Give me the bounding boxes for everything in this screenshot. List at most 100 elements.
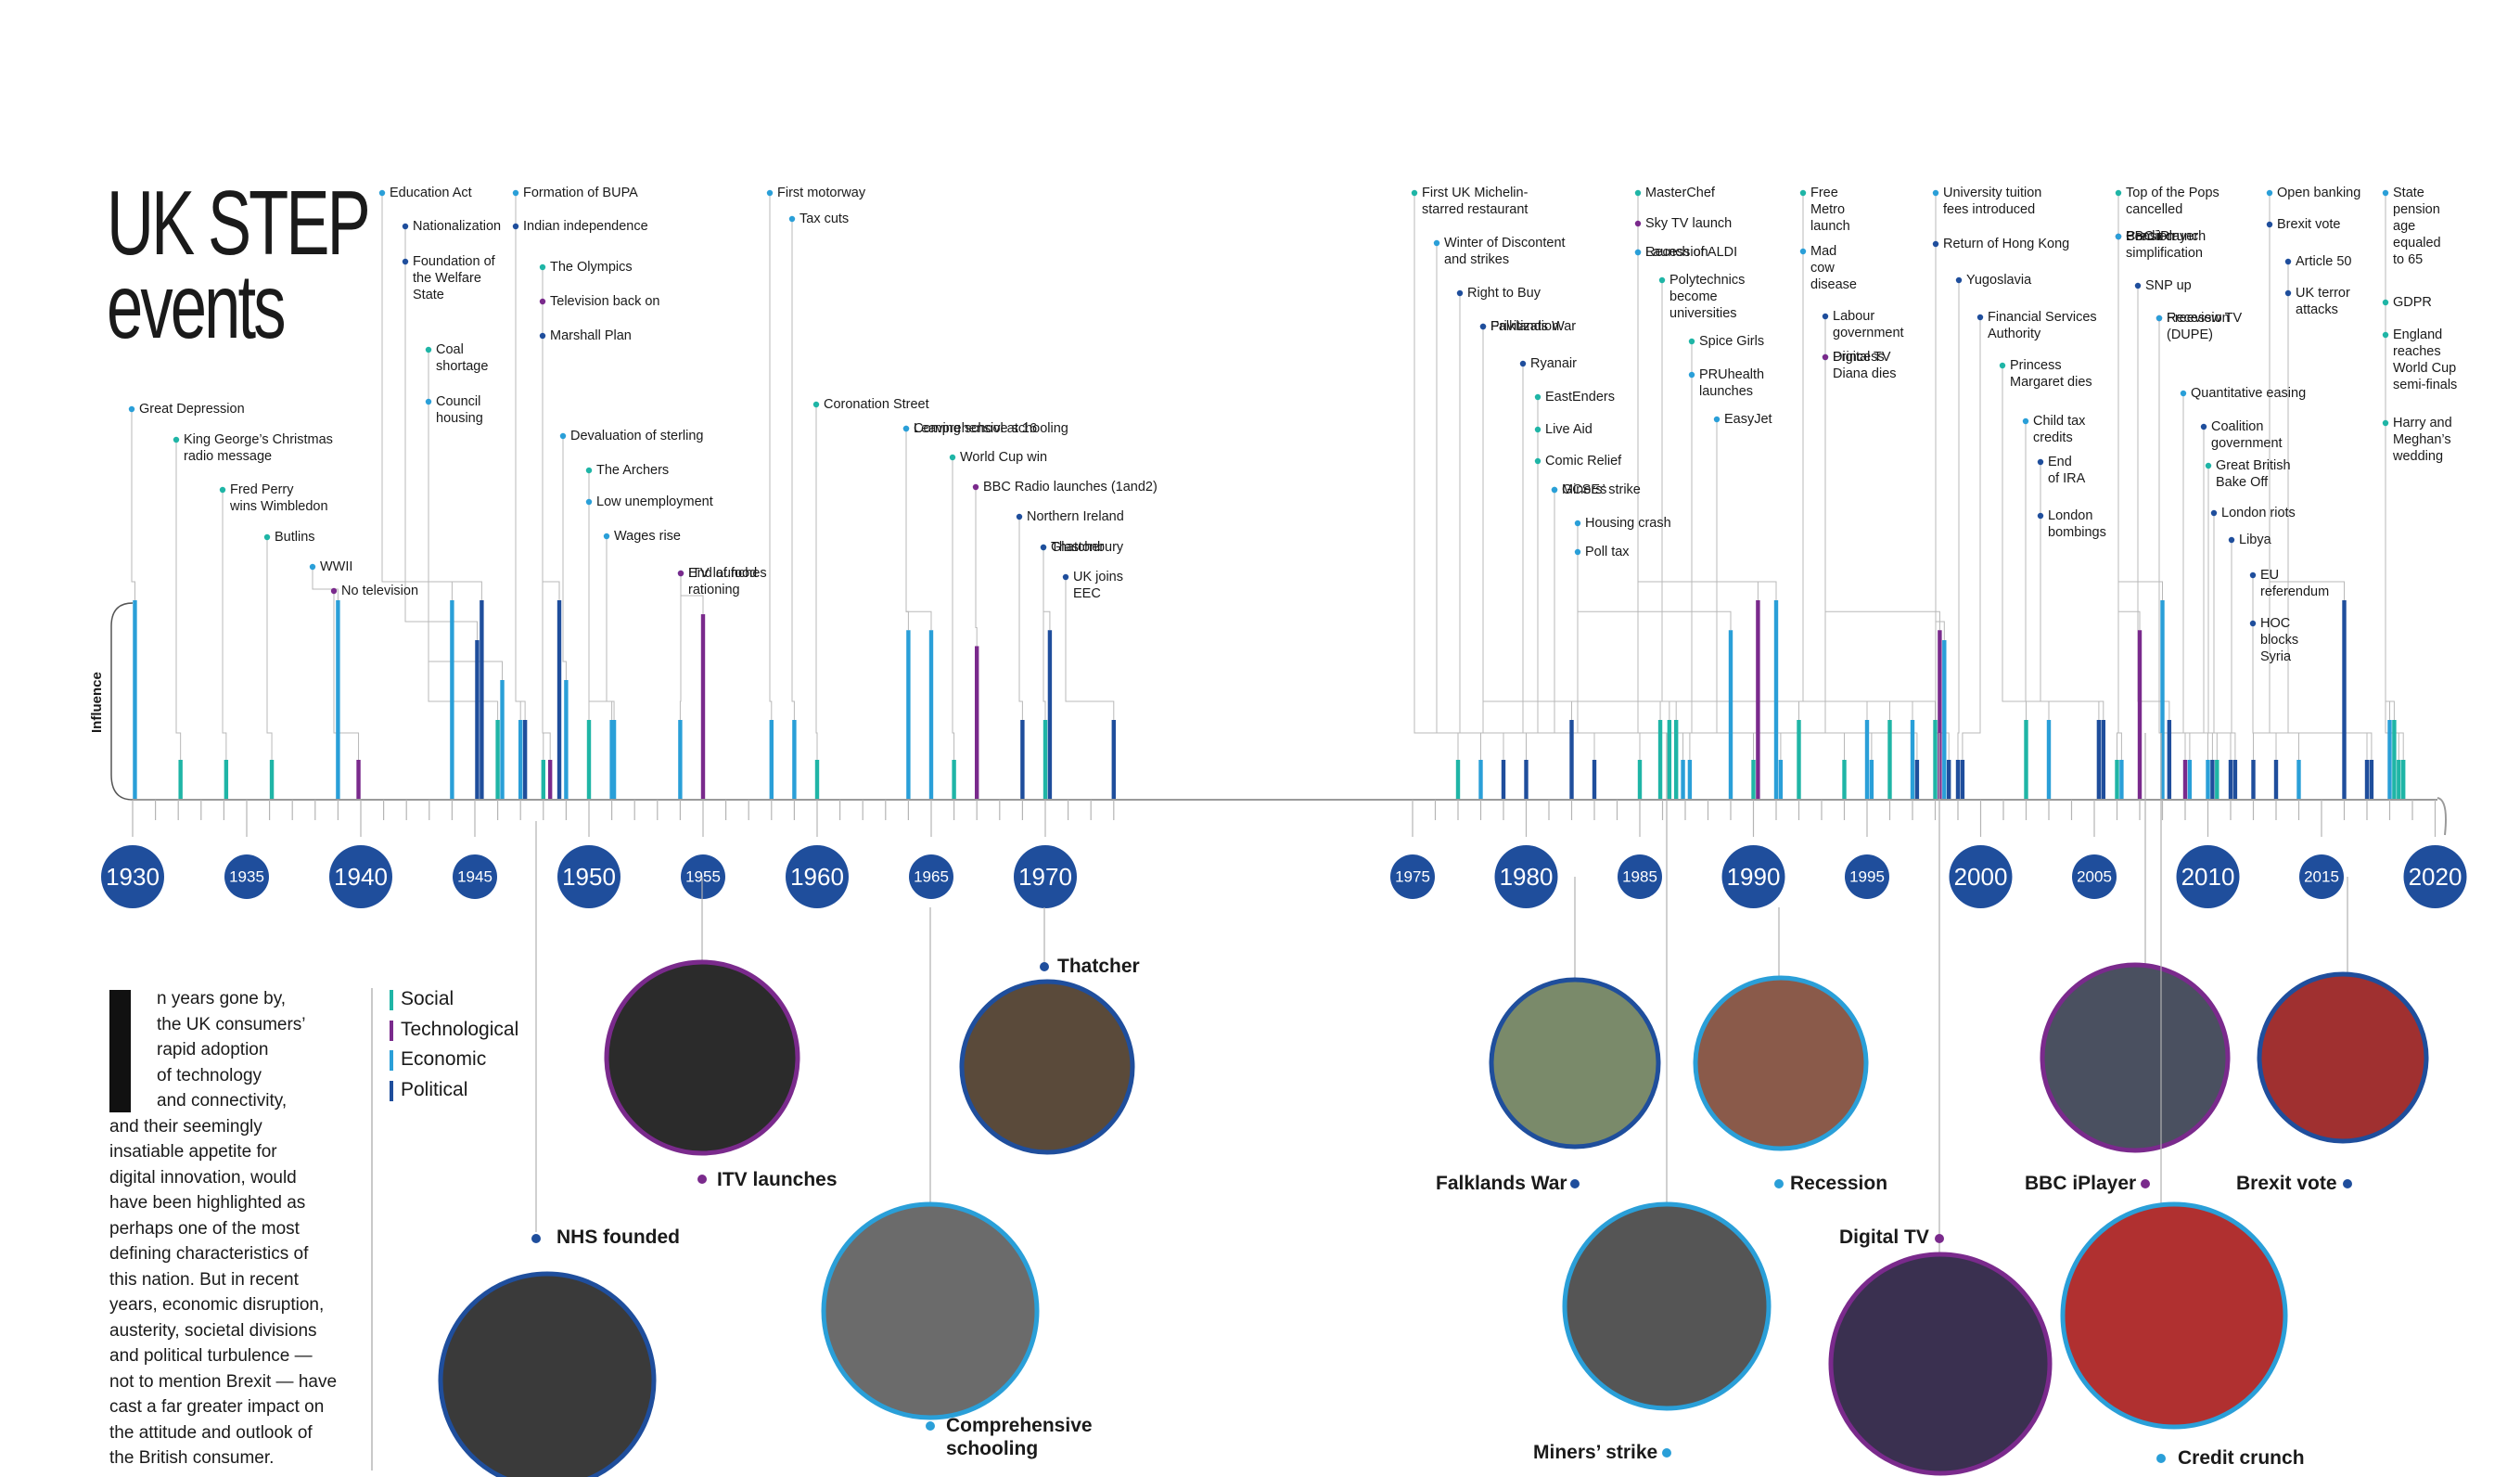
leader-line	[1043, 547, 1051, 631]
year-circle-2005	[2072, 854, 2117, 899]
legend-item-technological: Technological	[373, 1019, 558, 1049]
influence-bar	[2251, 760, 2256, 800]
influence-bar	[2364, 760, 2370, 800]
influence-bar	[1020, 720, 1025, 800]
legend-label: Political	[401, 1078, 468, 1100]
event-label: Ryanair	[1530, 356, 1577, 371]
photo-circle	[604, 959, 800, 1156]
event-dot	[1433, 239, 1440, 247]
event-dot	[1016, 513, 1023, 520]
event-label: shortage	[436, 359, 488, 374]
event-label: simplification	[2126, 246, 2203, 261]
photo-label: NHS founded	[556, 1227, 680, 1248]
leader-line	[2002, 366, 2027, 720]
influence-bar	[2387, 720, 2392, 800]
event-dot	[559, 432, 567, 440]
leader-line	[175, 440, 182, 760]
page-title: UK STEP events	[107, 172, 371, 352]
event-dot	[2249, 620, 2257, 627]
influence-bar	[2273, 760, 2279, 800]
event-label: First motorway	[777, 186, 866, 200]
event-dot	[1976, 314, 1984, 321]
intro-line: this nation. But in recent	[109, 1269, 299, 1290]
event-dot	[1040, 544, 1047, 551]
event-label: Yugoslavia	[1966, 273, 2032, 288]
event-dot	[263, 533, 271, 541]
event-dot	[2266, 221, 2273, 228]
event-label: Nationalization	[413, 219, 501, 234]
event-label: reaches	[2393, 344, 2441, 359]
influence-bar	[1637, 760, 1643, 800]
influence-bar	[1869, 760, 1874, 800]
event-dot	[1999, 362, 2006, 369]
event-dot	[1634, 220, 1642, 227]
influence-bar	[1455, 760, 1461, 800]
event-label: Live Aid	[1545, 422, 1593, 437]
year-circle-1995	[1845, 854, 1889, 899]
event-label: age	[2393, 219, 2415, 234]
year-label: 2000	[1954, 863, 2008, 891]
year-circle-1970	[1014, 845, 1077, 908]
year-label: 1935	[229, 868, 264, 886]
event-label: Wages rise	[614, 529, 681, 544]
influence-bar	[1773, 600, 1779, 800]
leader-line	[404, 262, 482, 600]
influence-bar	[975, 646, 979, 800]
event-label: Formation of BUPA	[523, 186, 638, 200]
event-dot	[585, 467, 593, 474]
photo-dot	[2141, 1179, 2150, 1188]
year-circle-2020	[2403, 845, 2467, 908]
photo-label: Brexit vote	[2236, 1173, 2337, 1194]
event-dot	[677, 570, 684, 577]
influence-bar	[336, 600, 340, 800]
leader-line	[1577, 523, 1691, 760]
event-label: credits	[2033, 430, 2073, 445]
event-label: EastEnders	[1545, 390, 1615, 405]
photo-circle	[2040, 962, 2231, 1153]
influence-bar	[541, 760, 545, 800]
event-label: Sky TV launch	[1645, 216, 1732, 231]
leader-line	[2287, 262, 2368, 760]
influence-bar	[178, 760, 183, 800]
timeline-axis: 1930 1935 1940 1945 1950 1955 1960 1965 1970 1975…	[101, 602, 2467, 908]
event-label: Credit crunch	[2126, 229, 2206, 244]
leader-line	[1537, 397, 1641, 760]
event-dot	[2022, 417, 2029, 425]
event-label: End of food	[688, 566, 757, 581]
event-label: The Archers	[596, 463, 669, 478]
intro-line: the attitude and outlook of	[109, 1422, 313, 1443]
event-dot	[330, 587, 338, 595]
influence-bar	[1728, 630, 1733, 800]
year-circle-1955	[681, 854, 725, 899]
year-label: 1970	[1018, 863, 1072, 891]
event-label: Mad	[1810, 244, 1836, 259]
leader-line	[1436, 243, 1481, 760]
photo-dot	[531, 1234, 541, 1243]
event-label: Bake Off	[2216, 475, 2269, 490]
leader-line	[769, 193, 773, 720]
photo-circle	[1693, 975, 1869, 1151]
event-label: Freeview TV	[2167, 311, 2242, 326]
leader-line	[791, 219, 795, 720]
influence-bar	[1501, 760, 1506, 800]
influence-bar	[269, 760, 275, 800]
leader-line	[1824, 316, 1918, 760]
event-label: Winter of Discontent	[1444, 236, 1566, 250]
event-dot	[2284, 289, 2292, 297]
event-dot	[1534, 393, 1541, 401]
title-line-1: UK STEP	[107, 172, 371, 274]
intro-line: austerity, societal divisions	[109, 1320, 317, 1341]
event-label: Education Act	[390, 186, 472, 200]
leader-line	[2269, 193, 2299, 760]
event-label: launches	[1699, 384, 1753, 399]
event-label: Glastonbury	[1051, 540, 1124, 555]
influence-axis-label: Influence	[89, 672, 105, 733]
intro-line: the UK consumers’	[157, 1014, 306, 1034]
event-dot	[1688, 338, 1695, 345]
influence-bar	[814, 760, 820, 800]
leader-line	[2040, 462, 2100, 720]
event-label: Financial Services	[1988, 310, 2097, 325]
event-label: The Olympics	[550, 260, 633, 275]
leader-line	[1824, 357, 1940, 631]
event-label: Child tax	[2033, 414, 2086, 429]
